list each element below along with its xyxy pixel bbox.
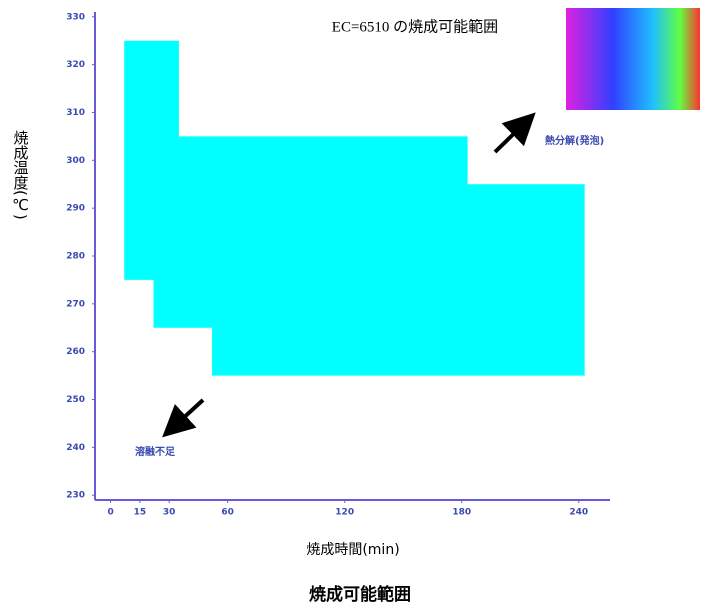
y-tick-label: 330 (66, 12, 85, 22)
y-tick-label: 250 (66, 395, 85, 405)
annotation: 熱分解(発泡) (545, 134, 604, 147)
x-tick-label: 30 (163, 508, 176, 518)
y-tick-label: 240 (66, 443, 85, 453)
y-tick-label: 280 (66, 252, 85, 262)
inset-image (566, 8, 700, 110)
x-tick-label: 0 (107, 508, 113, 518)
annotation: 溶融不足 (135, 445, 176, 458)
x-tick-label: 120 (335, 508, 354, 518)
x-axis-label: 焼成時間(min) (306, 542, 399, 558)
y-tick-label: 310 (66, 108, 85, 118)
x-tick-label: 180 (452, 508, 471, 518)
arrow (168, 400, 203, 432)
feasible-area (124, 41, 584, 376)
chart-title: EC=6510 の焼成可能範囲 (332, 17, 498, 35)
y-tick-label: 270 (66, 299, 85, 309)
y-tick-label: 260 (66, 347, 85, 357)
y-axis-label: 焼成温度(℃) (12, 130, 30, 220)
x-tick-label: 15 (134, 508, 147, 518)
x-tick-label: 60 (221, 508, 234, 518)
y-tick-label: 300 (66, 156, 85, 166)
y-tick-label: 230 (66, 491, 85, 501)
x-tick-label: 240 (569, 508, 588, 518)
arrow (495, 118, 530, 152)
y-tick-label: 320 (66, 60, 85, 70)
chart: EC=6510 の焼成可能範囲 焼成温度(℃) 焼成時間(min) 焼成可能範囲… (0, 0, 720, 605)
caption: 焼成可能範囲 (309, 584, 411, 605)
y-tick-label: 290 (66, 204, 85, 214)
